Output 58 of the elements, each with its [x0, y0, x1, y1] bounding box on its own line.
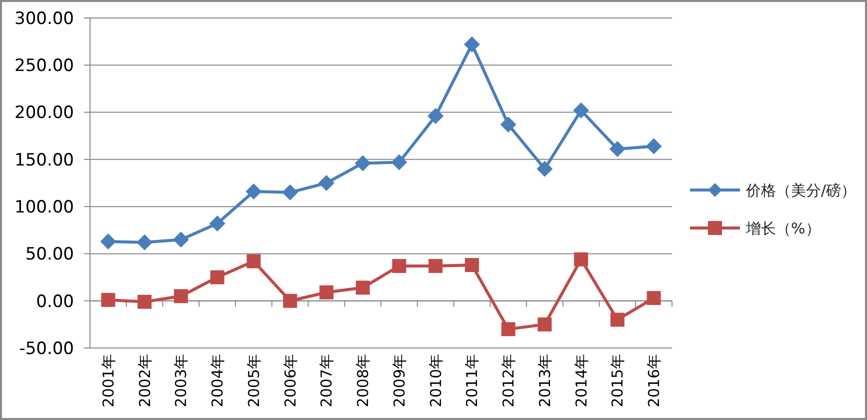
- point: [609, 141, 626, 158]
- point: [354, 155, 371, 172]
- point: [428, 258, 443, 273]
- point: [646, 291, 661, 306]
- point: [464, 258, 479, 272]
- point: [573, 102, 590, 118]
- point: [136, 234, 153, 250]
- x-tick-label: 2006年: [281, 354, 300, 408]
- point: [356, 280, 370, 295]
- legend-label: 增长（%）: [745, 219, 820, 238]
- point: [246, 254, 261, 268]
- x-tick-label: 2016年: [645, 354, 664, 408]
- legend-label: 价格（美分/磅）: [745, 181, 856, 200]
- x-tick-label: 2003年: [172, 354, 190, 408]
- point: [428, 108, 444, 124]
- point: [100, 233, 116, 250]
- x-tick-label: 2004年: [208, 354, 227, 408]
- x-tick-label: 2008年: [354, 354, 372, 408]
- point: [536, 160, 553, 177]
- x-tick-label: 2005年: [244, 354, 263, 408]
- point: [538, 317, 552, 332]
- y-tick-label: 300.00: [14, 8, 74, 29]
- x-tick-label: 2015年: [608, 354, 627, 408]
- x-tick-label: 2011年: [463, 354, 482, 408]
- point: [392, 258, 406, 273]
- y-tick-label: 50.00: [25, 244, 74, 265]
- point: [246, 183, 262, 200]
- point: [210, 270, 224, 284]
- x-tick-label: 2002年: [136, 354, 154, 408]
- point: [209, 216, 226, 232]
- y-tick-label: -50.00: [19, 338, 74, 359]
- point: [500, 116, 516, 133]
- point: [501, 322, 516, 336]
- point: [319, 285, 334, 300]
- x-tick-label: 2014年: [572, 354, 590, 408]
- point: [391, 154, 408, 170]
- y-tick-label: 250.00: [14, 56, 74, 76]
- point: [172, 232, 189, 248]
- x-tick-label: 2009年: [390, 354, 408, 408]
- point: [574, 252, 588, 266]
- x-tick-label: 2007年: [318, 354, 336, 408]
- x-tick-label: 2001年: [99, 354, 118, 408]
- point: [646, 138, 662, 154]
- y-tick-label: 200.00: [14, 103, 74, 124]
- point: [464, 36, 480, 52]
- point: [101, 292, 116, 307]
- point: [283, 294, 298, 308]
- point: [610, 312, 624, 327]
- y-tick-label: 0.00: [36, 292, 74, 312]
- point: [318, 175, 334, 191]
- x-tick-label: 2010年: [426, 354, 445, 408]
- x-tick-label: 2012年: [500, 354, 518, 408]
- x-tick-label: 2013年: [536, 354, 554, 408]
- point: [282, 184, 298, 200]
- y-tick-label: 150.00: [14, 150, 74, 170]
- y-tick-label: 100.00: [14, 198, 74, 218]
- point: [138, 294, 152, 309]
- point: [174, 289, 188, 304]
